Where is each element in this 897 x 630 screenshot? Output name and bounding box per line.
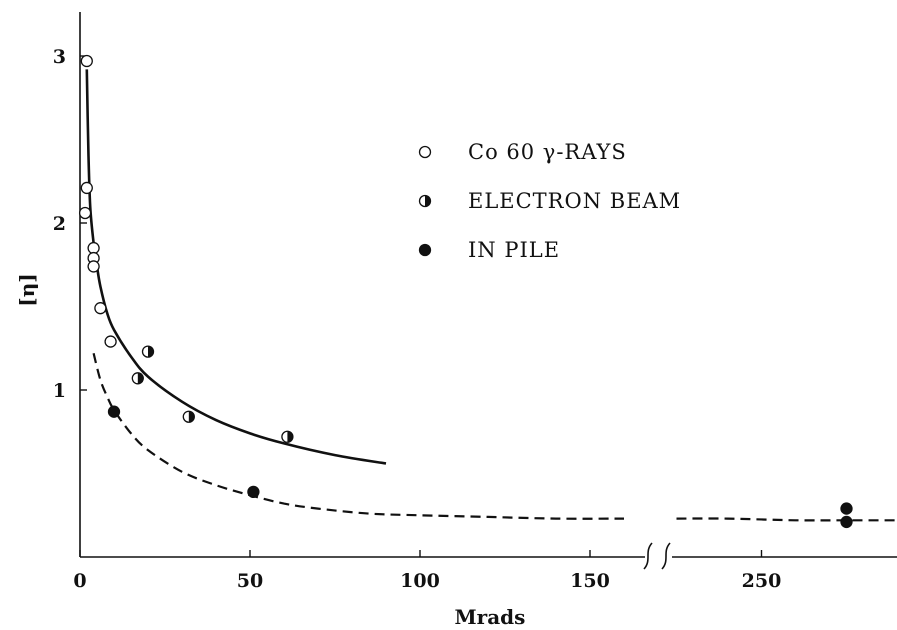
- x-tick-label: 250: [742, 570, 782, 592]
- data-point-half-1: [131, 372, 144, 385]
- legend-item-co60: Co 60 γ-RAYS: [418, 140, 627, 164]
- data-point-filled-1: [247, 485, 260, 499]
- legend-marker-half: [418, 194, 432, 208]
- y-axis-title: [η]: [15, 273, 39, 306]
- legend-marker-open: [418, 145, 432, 159]
- fit-curves: [85, 69, 897, 522]
- y-tick-label: 2: [53, 213, 66, 235]
- x-tick-label: 50: [237, 570, 263, 592]
- data-point-open-7: [104, 335, 117, 348]
- data-point-open-0: [80, 54, 93, 68]
- legend-label-electron-beam: ELECTRON BEAM: [468, 189, 681, 213]
- data-point-open-6: [94, 302, 107, 315]
- legend-label-co60: Co 60 γ-RAYS: [468, 140, 627, 164]
- data-point-open-2: [78, 206, 92, 220]
- data-point-half-0: [141, 345, 155, 358]
- data-point-filled-0: [107, 405, 121, 418]
- x-tick-label: 100: [400, 570, 440, 592]
- x-axis-title: Mrads: [455, 605, 526, 629]
- x-tick-label: 150: [570, 570, 610, 592]
- data-point-open-5: [87, 260, 100, 273]
- data-points: [78, 54, 853, 529]
- data-point-filled-3: [840, 515, 853, 529]
- solid-fit-curve-0: [85, 69, 387, 465]
- dashed-fit-curve-2: [676, 517, 897, 522]
- legend: Co 60 γ-RAYS ELECTRON BEAM IN PILE: [418, 140, 681, 262]
- data-point-open-3: [87, 241, 100, 255]
- x-axis-break: [643, 542, 671, 570]
- data-point-half-2: [182, 410, 195, 423]
- legend-marker-filled: [418, 243, 432, 257]
- data-point-filled-2: [840, 502, 853, 515]
- legend-item-in-pile: IN PILE: [418, 238, 560, 262]
- legend-label-in-pile: IN PILE: [468, 238, 560, 262]
- dashed-fit-curve-1: [92, 353, 625, 520]
- data-point-half-3: [281, 430, 294, 443]
- y-tick-label: 1: [53, 380, 66, 402]
- axis-tick-labels: 0 50 100 150 250 1 2 3: [53, 46, 782, 592]
- legend-item-electron-beam: ELECTRON BEAM: [418, 189, 681, 213]
- y-tick-label: 3: [53, 46, 66, 68]
- data-point-open-1: [80, 181, 93, 195]
- x-tick-label: 0: [73, 570, 86, 592]
